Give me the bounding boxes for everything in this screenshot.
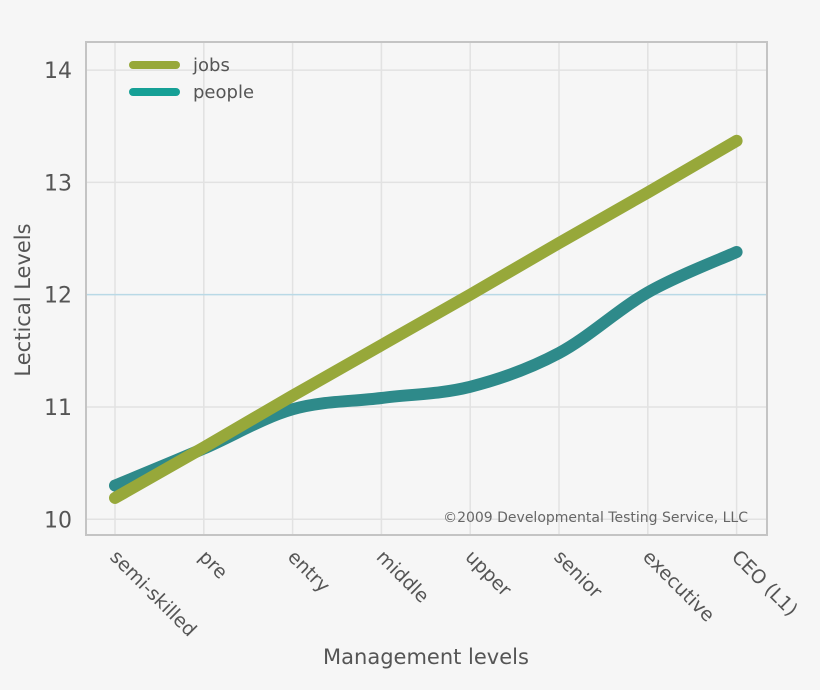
y-tick-label: 10	[44, 508, 72, 533]
legend-label: people	[193, 82, 254, 103]
x-tick-label: pre	[194, 546, 232, 584]
x-tick-label: middle	[372, 546, 433, 607]
series-line-jobs	[109, 134, 743, 504]
x-tick-label: CEO (L1)	[727, 546, 802, 621]
y-tick-label: 11	[44, 396, 72, 421]
x-tick-label: executive	[638, 546, 719, 627]
legend: jobs people	[129, 55, 254, 103]
x-tick-label: semi-skilled	[105, 546, 200, 641]
y-tick-label: 14	[44, 59, 72, 84]
x-axis-label: Management levels	[323, 645, 529, 669]
y-tick-label: 13	[44, 171, 72, 196]
copyright-annotation: ©2009 Developmental Testing Service, LLC	[443, 510, 748, 526]
x-tick-label: upper	[461, 546, 516, 601]
y-axis-label: Lectical Levels	[11, 223, 35, 376]
legend-label: jobs	[192, 55, 230, 76]
y-tick-label: 12	[44, 284, 72, 309]
x-tick-label: entry	[283, 546, 334, 597]
x-tick-label: senior	[549, 546, 606, 603]
plot-frame	[85, 41, 768, 536]
